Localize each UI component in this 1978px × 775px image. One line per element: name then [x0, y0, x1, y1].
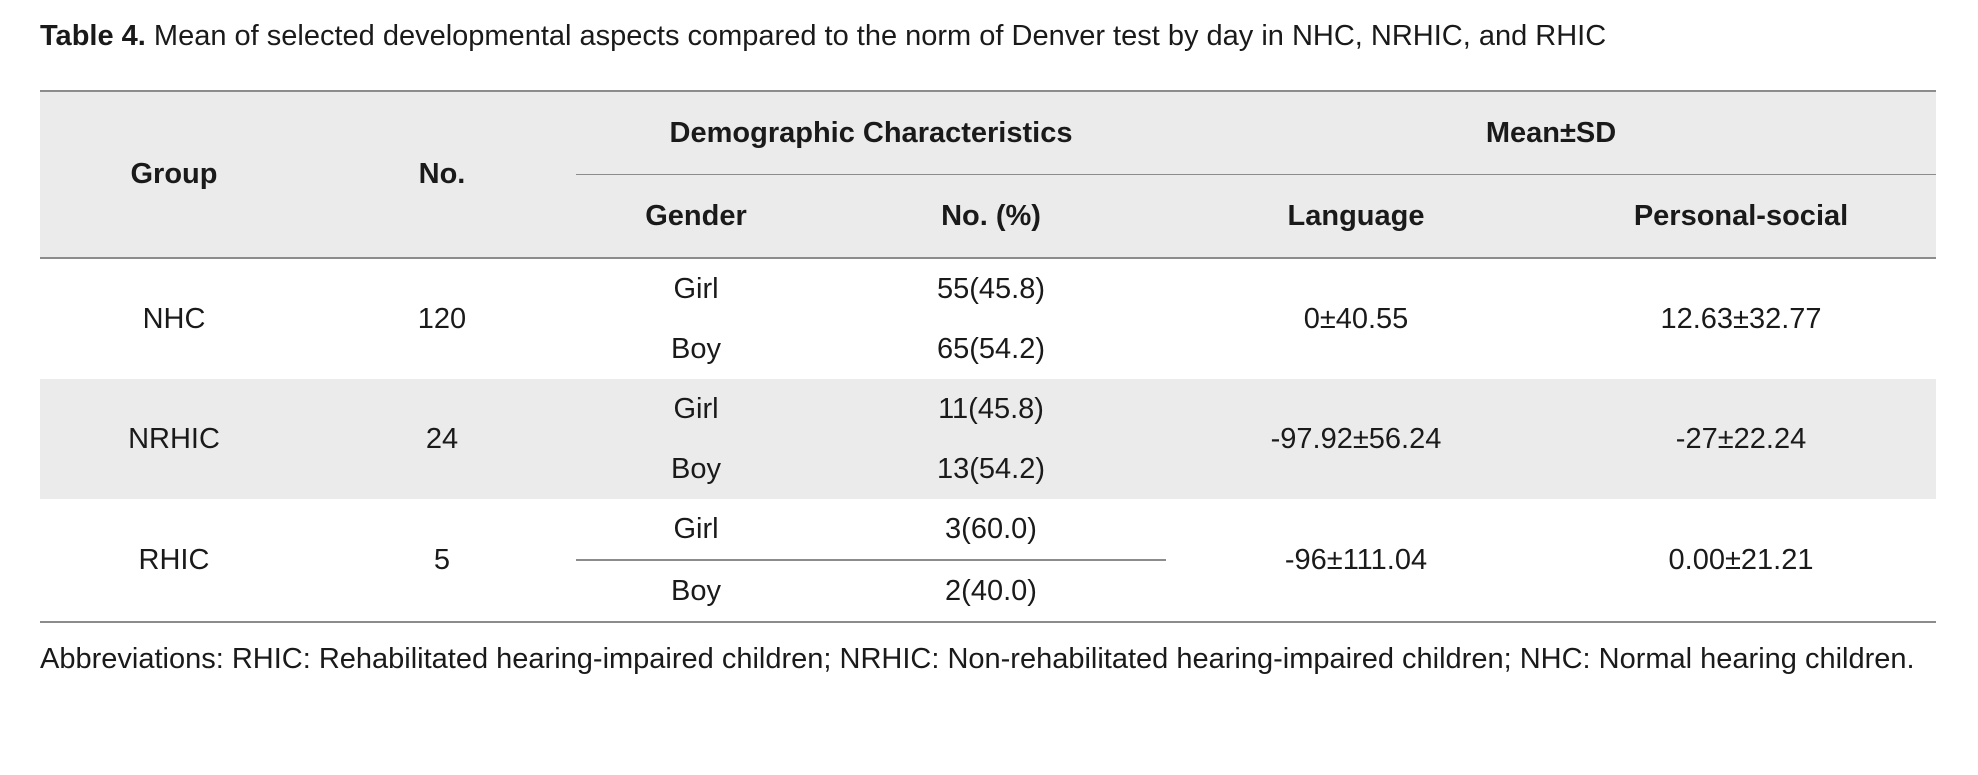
data-table: Group No. Demographic Characteristics Me…: [40, 90, 1936, 623]
header-gender: Gender: [645, 199, 747, 232]
cell-no-pct: 3(60.0): [816, 499, 1166, 561]
header-personal-social: Personal-social: [1633, 199, 1849, 232]
cell-no-pct: 2(40.0): [816, 560, 1166, 623]
header-row-bottom: Gender No. (%) Language Personal-social: [40, 175, 1936, 258]
table-caption-text: Mean of selected developmental aspects c…: [153, 20, 1607, 52]
table-caption: Table 4. Mean of selected developmental …: [40, 14, 1960, 58]
cell-personal-social: -27±22.24: [1546, 379, 1936, 499]
cell-no: 5: [308, 499, 576, 623]
cell-gender: Boy: [671, 332, 721, 365]
table-row: NHC 120 Girl 55(45.8) 0±40.55 12.63±32.7…: [40, 258, 1936, 335]
cell-no: 120: [417, 302, 467, 335]
cell-language: 0±40.55: [1303, 302, 1409, 335]
header-no: No.: [418, 158, 466, 190]
cell-personal-social: 12.63±32.77: [1660, 302, 1822, 335]
cell-no-pct: 65(54.2): [936, 332, 1045, 365]
table-caption-label: Table 4.: [40, 20, 146, 52]
cell-gender: Girl: [673, 272, 719, 305]
cell-no: 24: [308, 379, 576, 499]
cell-personal-social: 0.00±21.21: [1546, 499, 1936, 623]
header-demographic: Demographic Characteristics: [576, 91, 1166, 175]
header-language: Language: [1287, 199, 1425, 232]
cell-no-pct: 55(45.8): [936, 272, 1045, 305]
cell-no-pct: 11(45.8): [816, 379, 1166, 439]
cell-gender: Boy: [576, 439, 816, 499]
header-row-top: Group No. Demographic Characteristics Me…: [40, 91, 1936, 190]
table-row: Boy 13(54.2): [40, 439, 1936, 499]
table-body: NHC 120 Girl 55(45.8) 0±40.55 12.63±32.7…: [40, 258, 1936, 623]
cell-group: NHC: [142, 302, 206, 335]
cell-no-pct: 13(54.2): [816, 439, 1166, 499]
cell-group: RHIC: [40, 499, 308, 623]
header-mean-sd: Mean±SD: [1166, 91, 1936, 175]
data-table-container: Group No. Demographic Characteristics Me…: [40, 90, 1936, 623]
table-footnote: Abbreviations: RHIC: Rehabilitated heari…: [40, 643, 1915, 675]
table-row: Boy 65(54.2): [40, 319, 1936, 379]
header-no-pct: No. (%): [941, 199, 1041, 232]
cell-language: -96±111.04: [1166, 499, 1546, 623]
cell-group: NRHIC: [40, 379, 308, 499]
header-group: Group: [130, 158, 218, 190]
cell-gender: Girl: [576, 379, 816, 439]
table-row: RHIC 5 Girl 3(60.0) -96±111.04 0.00±21.2…: [40, 499, 1936, 623]
table-header: Group No. Demographic Characteristics Me…: [40, 91, 1936, 258]
cell-gender: Girl: [576, 499, 816, 561]
table-row: Boy 2(40.0): [40, 560, 1936, 623]
cell-language: -97.92±56.24: [1166, 379, 1546, 499]
cell-gender: Boy: [576, 560, 816, 623]
table-row: NRHIC 24 Girl 11(45.8) -97.92±56.24 -27±…: [40, 379, 1936, 499]
